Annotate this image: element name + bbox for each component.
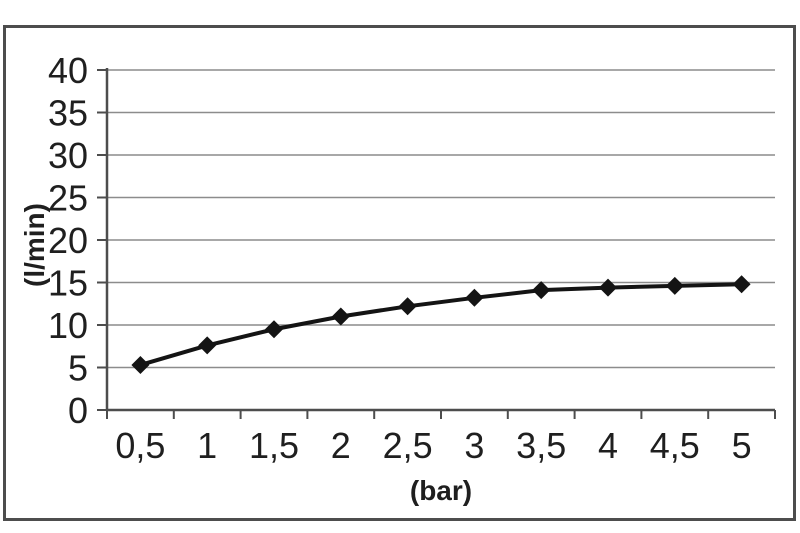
data-point-marker bbox=[198, 336, 217, 355]
series-line bbox=[139, 282, 742, 367]
y-tick-label: 10 bbox=[48, 305, 88, 346]
data-point-marker bbox=[465, 288, 484, 307]
y-tick-label: 25 bbox=[48, 178, 88, 219]
x-tick-label: 5 bbox=[732, 425, 752, 466]
data-point-marker bbox=[398, 297, 417, 316]
data-point-marker bbox=[331, 307, 350, 326]
data-point-marker bbox=[732, 275, 751, 294]
x-tick-label: 1,5 bbox=[249, 425, 299, 466]
x-tick-label: 0,5 bbox=[115, 425, 165, 466]
y-tick-label: 0 bbox=[68, 390, 88, 431]
data-point-marker bbox=[599, 278, 617, 297]
y-tick-label: 40 bbox=[48, 50, 88, 91]
series-layer bbox=[131, 275, 751, 374]
y-axis-title: (l/min) bbox=[19, 203, 50, 287]
data-point-marker bbox=[665, 276, 684, 295]
x-tick-label: 3,5 bbox=[516, 425, 566, 466]
data-point-marker bbox=[532, 281, 551, 300]
x-axis-title: (bar) bbox=[410, 475, 472, 506]
data-point-marker bbox=[131, 355, 150, 374]
y-tick-label: 35 bbox=[48, 93, 88, 134]
y-tick-label: 20 bbox=[48, 220, 88, 261]
y-tick-label: 5 bbox=[68, 348, 88, 389]
x-tick-label: 4 bbox=[598, 425, 618, 466]
data-point-marker bbox=[265, 320, 283, 339]
y-tick-label: 15 bbox=[48, 263, 88, 304]
y-tick-label: 30 bbox=[48, 135, 88, 176]
x-tick-label: 3 bbox=[464, 425, 484, 466]
axes bbox=[97, 68, 776, 419]
x-tick-label: 1 bbox=[197, 425, 217, 466]
x-tick-label: 2 bbox=[331, 425, 351, 466]
x-tick-label: 2,5 bbox=[383, 425, 433, 466]
figure-border bbox=[3, 25, 796, 521]
x-tick-label: 4,5 bbox=[650, 425, 700, 466]
gridlines bbox=[107, 69, 775, 369]
